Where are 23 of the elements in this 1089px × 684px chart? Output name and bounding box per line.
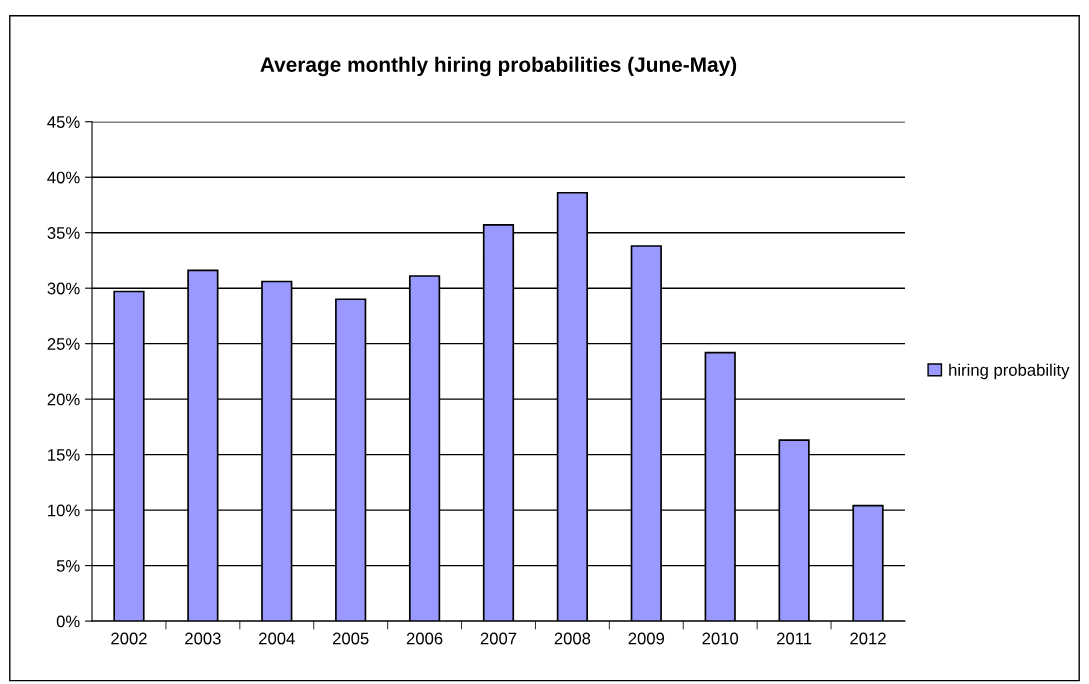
y-tick-label: 40% (47, 171, 80, 184)
x-tick-label: 2003 (185, 632, 221, 645)
x-tick-label: 2007 (480, 632, 517, 645)
x-tick-label: 2009 (628, 632, 665, 645)
chart-title: Average monthly hiring probabilities (June-May) (260, 56, 737, 77)
x-tick-label: 2010 (702, 632, 739, 645)
x-tick-label: 2012 (850, 632, 886, 645)
y-tick-label: 25% (47, 338, 80, 350)
x-tick-label: 2011 (777, 632, 812, 645)
x-tick-label: 2006 (406, 632, 443, 645)
y-tick-label: 20% (47, 393, 80, 406)
x-tick-label: 2008 (554, 632, 591, 645)
y-tick-label: 15% (48, 449, 80, 461)
y-tick-label: 35% (47, 227, 80, 239)
y-tick-label: 5% (56, 560, 80, 572)
y-tick-label: 0% (56, 615, 80, 628)
x-tick-label: 2004 (259, 632, 295, 645)
y-tick-label: 10% (48, 504, 80, 517)
y-tick-label: 30% (47, 282, 80, 295)
x-tick-label: 2002 (111, 632, 147, 645)
y-tick-label: 45% (47, 116, 80, 128)
x-tick-label: 2005 (332, 632, 369, 645)
legend-label: hiring probability (949, 363, 1070, 380)
